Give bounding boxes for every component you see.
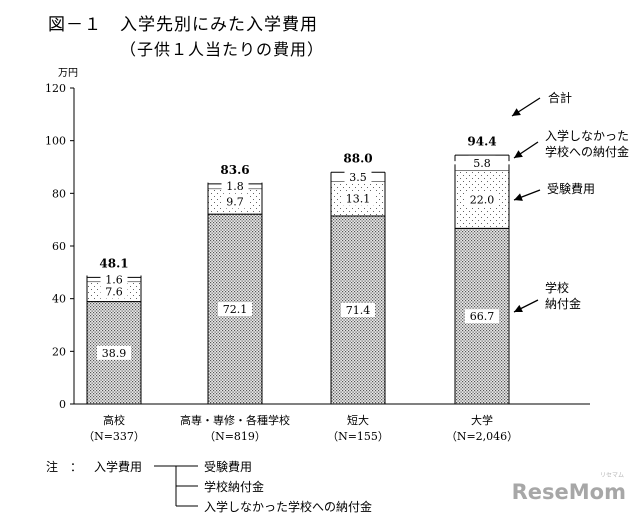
chart-title: 図－１ 入学先別にみた入学費用 (48, 15, 318, 35)
data-label-bg (97, 345, 131, 360)
y-tick-label: 120 (45, 82, 66, 95)
annotation-total: 合計 (548, 90, 572, 105)
note-item-nofu: 学校納付金 (204, 480, 265, 494)
note-category: 入学費用 (94, 460, 143, 474)
note-bracket-lines (154, 465, 198, 507)
data-label-bg (221, 194, 249, 209)
data-label-juken: 22.0 (470, 193, 495, 206)
y-tick-label: 0 (59, 398, 66, 411)
arrow-total-head (512, 108, 521, 116)
data-label-nofu: 72.1 (223, 303, 248, 316)
data-label-bg (468, 155, 496, 170)
resemom-logo: リセマム ReseMom (511, 472, 626, 504)
y-tick-label: 100 (45, 135, 66, 148)
x-tick-note: （N=155） (327, 430, 389, 443)
y-tick-label: 60 (52, 240, 66, 253)
data-label-bg (465, 192, 499, 207)
data-label-hinyugaku: 3.5 (349, 171, 367, 184)
note-item-juken: 受験費用 (204, 460, 253, 474)
x-tick-note: （N=2,046） (446, 430, 518, 443)
data-label-bg (344, 169, 372, 184)
annotation-juken: 受験費用 (547, 181, 595, 196)
total-label: 48.1 (99, 256, 128, 270)
x-tick-label: 高専・専修・各種学校 (180, 413, 290, 427)
data-label-bg (100, 284, 128, 299)
y-tick-label: 20 (52, 345, 66, 358)
data-label-nofu: 38.9 (102, 347, 127, 360)
data-label-hinyugaku: 1.6 (105, 273, 123, 286)
chart-subtitle: （子供１人当たりの費用） (120, 40, 325, 59)
x-tick-label: 高校 (103, 413, 125, 427)
data-label-bg (221, 179, 249, 194)
data-label-hinyugaku: 5.8 (473, 157, 491, 170)
data-label-juken: 7.6 (105, 286, 123, 299)
data-label-bg (341, 191, 375, 206)
note-item-hinyugaku: 入学しなかった学校への納付金 (204, 500, 373, 514)
data-label-bg (341, 302, 375, 317)
x-tick-note: （N=819） (204, 430, 266, 443)
data-label-bg (465, 309, 499, 324)
annotation-hinyugaku-2: 学校への納付金 (545, 144, 629, 159)
chart-title-block: 図－１ 入学先別にみた入学費用 （子供１人当たりの費用） (48, 10, 324, 60)
note-head: 注 ： (46, 460, 83, 474)
x-tick-label: 短大 (347, 413, 369, 427)
total-label: 83.6 (220, 163, 249, 177)
data-label-nofu: 71.4 (346, 304, 371, 317)
total-label: 94.4 (467, 134, 496, 148)
data-label-nofu: 66.7 (470, 310, 495, 323)
arrow-hinyugaku-head (514, 150, 523, 158)
data-label-juken: 9.7 (226, 195, 244, 208)
annotation-hinyugaku-1: 入学しなかった (545, 128, 629, 143)
annotation-nofu-1: 学校 (545, 280, 569, 295)
total-label: 88.0 (343, 151, 372, 165)
y-tick-label: 40 (52, 293, 66, 306)
logo-text: ReseMom (511, 480, 626, 504)
annotation-nofu-2: 納付金 (545, 296, 581, 311)
data-label-juken: 13.1 (346, 193, 371, 206)
x-tick-label: 大学 (471, 413, 493, 427)
arrow-juken-head (514, 193, 523, 201)
data-label-bg (218, 302, 252, 317)
y-tick-label: 80 (52, 187, 66, 200)
y-axis-unit-label: 万円 (58, 68, 78, 79)
data-label-hinyugaku: 1.8 (226, 180, 244, 193)
logo-sub: リセマム (599, 472, 624, 479)
x-tick-note: （N=337） (83, 430, 145, 443)
arrow-nofu-head (514, 304, 523, 312)
data-label-bg (100, 272, 128, 287)
